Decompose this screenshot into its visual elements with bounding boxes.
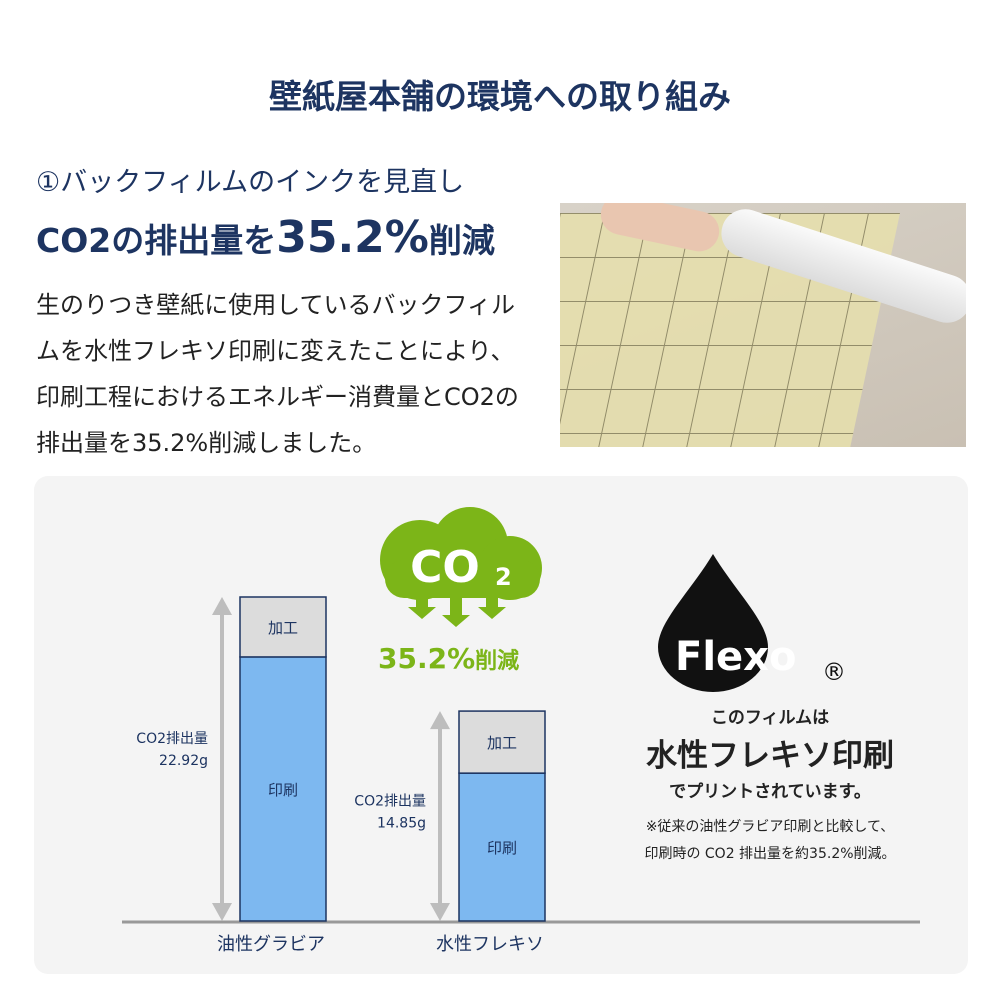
bar-segment-label: 加工 [268, 619, 298, 637]
svg-text:®: ® [822, 658, 846, 686]
product-photo [560, 203, 966, 447]
bar-segment-label: 印刷 [268, 781, 298, 799]
headline-post: 削減 [428, 221, 495, 260]
co2-subscript: 2 [495, 563, 512, 591]
flexo-line1: このフィルムは [710, 708, 830, 728]
headline-value: 35.2% [276, 212, 429, 263]
category-label: 油性グラビア [217, 934, 325, 955]
co2-label: CO [410, 542, 480, 593]
total-value: 14.85g [377, 816, 426, 832]
bar-processing [239, 596, 327, 658]
total-value: 22.92g [159, 753, 208, 769]
svg-text:Flexo: Flexo [675, 634, 796, 680]
flexo-line2: 水性フレキソ印刷 [646, 738, 894, 774]
down-arrows-icon [408, 595, 506, 627]
bar-segment-label: 印刷 [487, 839, 517, 857]
height-arrow-icon [430, 711, 450, 921]
reduction-value: 35.2%削減 [378, 642, 519, 675]
headline-pre: CO2の排出量を [36, 221, 277, 260]
flexo-logo: Flexo ® [650, 552, 860, 692]
bar-processing [458, 710, 546, 774]
page-title: 壁紙屋本舗の環境への取り組み [269, 77, 731, 116]
bar-printing [239, 656, 327, 922]
flexo-line3: でプリントされています。 [669, 782, 871, 802]
height-arrow-icon [212, 597, 232, 921]
bar-printing [458, 772, 546, 922]
total-label: CO2排出量 [136, 731, 208, 747]
flexo-note2: 印刷時の CO2 排出量を約35.2%削減。 [644, 846, 896, 862]
description: 生のりつき壁紙に使用しているバックフィルムを水性フレキソ印刷に変えたことにより、… [36, 291, 519, 457]
headline: CO2の排出量を35.2%削減 [36, 212, 495, 263]
co2-cloud-icon: CO 2 [380, 507, 542, 627]
total-label: CO2排出量 [354, 794, 426, 810]
flexo-note1: ※従来の油性グラビア印刷と比較して、 [645, 819, 895, 835]
section-subtitle: ①バックフィルムのインクを見直し [36, 167, 465, 198]
category-label: 水性フレキソ [436, 934, 544, 955]
bar-segment-label: 加工 [487, 734, 517, 752]
